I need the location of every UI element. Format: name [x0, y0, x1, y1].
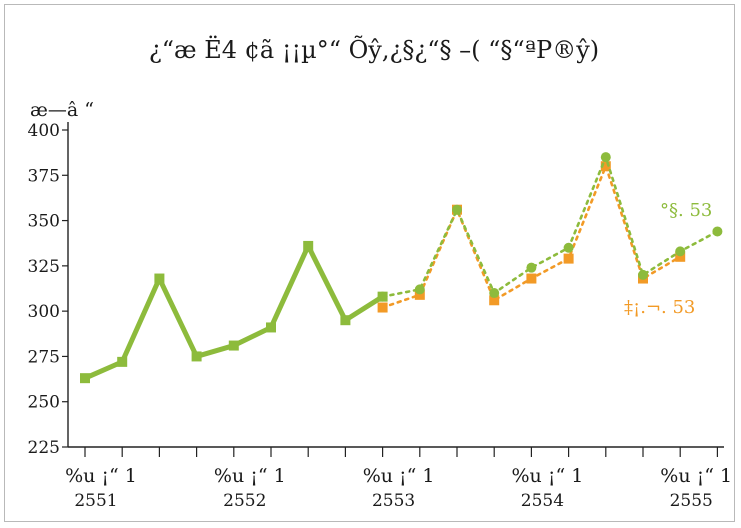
- y-tick-label: 350: [28, 212, 60, 232]
- data-point-square: [154, 273, 165, 284]
- x-group-label: %u ¡“ 1: [214, 465, 286, 487]
- x-year-label: 2554: [521, 491, 564, 511]
- data-point-square: [600, 161, 611, 172]
- series-line: [381, 153, 719, 298]
- data-point-square: [675, 251, 686, 262]
- series-labels: °§. 53 ‡¡.¬. 53: [624, 200, 712, 318]
- data-point-circle: [675, 246, 686, 257]
- y-tick-label: 250: [28, 393, 60, 413]
- x-group-label: %u ¡“ 1: [65, 465, 137, 487]
- x-year-label: 2552: [223, 491, 266, 511]
- series-line: [381, 162, 682, 309]
- chart-frame: [4, 4, 735, 522]
- data-point-circle: [563, 242, 574, 253]
- data-point-square: [489, 295, 500, 306]
- chart-axes: 225 250 275 300 325 350 375 400 %u ¡“ 1 2551 %u ¡“…: [28, 121, 733, 511]
- x-group-label: %u ¡“ 1: [511, 465, 583, 487]
- series-label-forecast-green: °§. 53: [660, 200, 712, 221]
- x-group-label: %u ¡“ 1: [363, 465, 435, 487]
- data-point-circle: [712, 226, 723, 237]
- data-point-circle: [489, 288, 500, 299]
- chart-series: [80, 152, 723, 384]
- x-year-label: 2551: [74, 491, 117, 511]
- data-point-square: [377, 302, 388, 313]
- y-tick-label: 400: [28, 121, 60, 141]
- y-tick-label: 300: [28, 302, 60, 322]
- data-point-square: [228, 340, 239, 351]
- y-tick-label: 275: [28, 347, 60, 367]
- data-point-square: [340, 315, 351, 326]
- data-point-square: [117, 356, 128, 367]
- data-point-square: [526, 273, 537, 284]
- data-point-circle: [600, 152, 611, 163]
- data-point-square: [563, 253, 574, 264]
- data-point-square: [266, 322, 276, 333]
- series-label-forecast-orange: ‡¡.¬. 53: [624, 297, 695, 318]
- chart-title: ¿“æ Ë4 ¢ã ¡¡µ°“ Õŷ,¿§¿“§ –( “§“ªP®ŷ): [149, 34, 599, 64]
- x-year-label: 2553: [372, 491, 415, 511]
- series-line: [82, 243, 386, 381]
- data-point-circle: [526, 262, 537, 273]
- x-year-label: 2555: [670, 491, 713, 511]
- y-tick-label: 325: [28, 257, 60, 277]
- data-point-square: [80, 373, 90, 384]
- y-axis-unit-label: æ—â “: [30, 99, 94, 121]
- y-tick-label: 375: [28, 166, 60, 186]
- x-group-label: %u ¡“ 1: [660, 465, 732, 487]
- data-point-square: [377, 291, 388, 302]
- data-point-square: [303, 240, 314, 251]
- data-point-square: [414, 289, 425, 300]
- data-point-circle: [638, 269, 648, 280]
- y-tick-label: 225: [28, 438, 60, 458]
- data-point-circle: [414, 284, 425, 295]
- data-point-circle: [452, 204, 462, 215]
- data-point-square: [191, 351, 202, 362]
